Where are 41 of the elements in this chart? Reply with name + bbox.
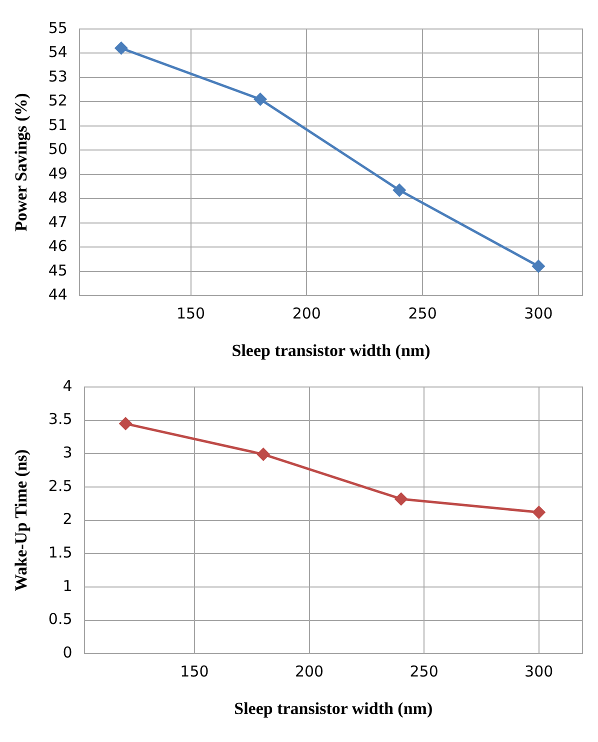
x-tick-label: 150 xyxy=(176,304,206,322)
y-tick-label: 47 xyxy=(48,212,68,231)
y-tick-label: 3 xyxy=(62,444,72,462)
y-tick-label: 51 xyxy=(48,116,68,134)
point xyxy=(114,42,128,54)
x-tick-label: 300 xyxy=(524,304,553,322)
point xyxy=(254,93,267,106)
y-tick-label: 0 xyxy=(62,643,72,662)
x-tick-label: 250 xyxy=(408,304,437,322)
x-tick-label: 200 xyxy=(294,662,324,680)
point xyxy=(393,184,406,196)
y-tick-label: 1.5 xyxy=(48,544,72,562)
y-tick-label: 44 xyxy=(48,285,68,304)
y-tick-label: 3.5 xyxy=(48,410,72,428)
y-axis-title: Power Savings (%) xyxy=(12,93,31,232)
x-tick-label: 250 xyxy=(410,662,438,680)
y-tick-label: 2.5 xyxy=(48,476,72,495)
y-tick-label: 52 xyxy=(48,92,68,110)
point xyxy=(119,417,132,430)
x-axis-title: Sleep transistor width (nm) xyxy=(234,699,433,718)
y-tick-label: 45 xyxy=(48,261,68,280)
y-tick-label: 55 xyxy=(48,18,68,37)
y-tick-label: 1 xyxy=(62,576,72,595)
point xyxy=(394,492,408,506)
y-tick-label: 49 xyxy=(48,164,68,182)
point xyxy=(532,260,545,273)
point xyxy=(257,448,270,461)
y-tick-label: 4 xyxy=(62,376,72,395)
y-tick-label: 2 xyxy=(62,510,72,528)
x-tick-label: 150 xyxy=(180,662,209,680)
point xyxy=(532,506,546,519)
x-tick-label: 200 xyxy=(292,304,321,322)
y-tick-label: 50 xyxy=(48,140,68,158)
x-tick-label: 300 xyxy=(524,662,554,680)
y-axis-title: Wake-Up Time (ns) xyxy=(12,449,31,592)
y-tick-label: 54 xyxy=(48,43,68,62)
x-axis-title: Sleep transistor width (nm) xyxy=(232,341,430,360)
y-tick-label: 53 xyxy=(48,67,68,86)
y-tick-label: 48 xyxy=(48,188,68,207)
y-tick-label: 46 xyxy=(48,237,68,256)
y-tick-label: 0.5 xyxy=(48,610,72,628)
